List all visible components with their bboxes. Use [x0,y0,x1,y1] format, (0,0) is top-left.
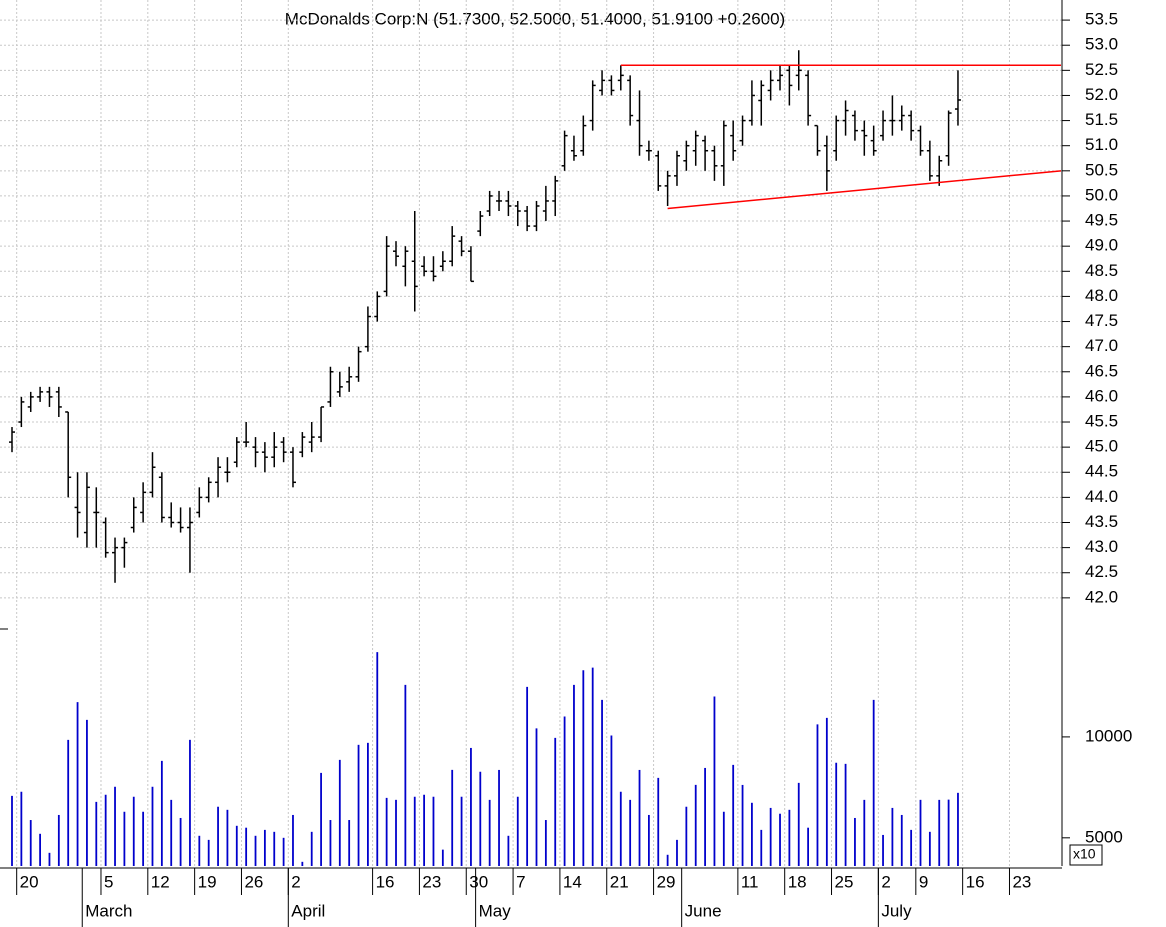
y-tick-label: 47.0 [1085,336,1118,355]
y2-tick-label: 10000 [1085,726,1132,745]
month-label: June [685,901,722,920]
x-tick-label: 2 [881,872,890,891]
y-tick-label: 42.0 [1085,587,1118,606]
y2-tick-label: 5000 [1085,827,1123,846]
y-tick-label: 44.5 [1085,462,1118,481]
y-tick-label: 53.0 [1085,35,1118,54]
x-tick-label: 5 [104,872,113,891]
x-tick-label: 20 [20,872,39,891]
x-tick-label: 23 [1012,872,1031,891]
y-tick-label: 50.5 [1085,160,1118,179]
unit-box [1069,844,1103,866]
y-tick-label: 52.0 [1085,85,1118,104]
x-tick-label: 16 [966,872,985,891]
x-tick-label: 21 [610,872,629,891]
month-label: March [85,901,132,920]
x-tick-label: 26 [244,872,263,891]
y-tick-label: 51.0 [1085,135,1118,154]
y-tick-label: 49.5 [1085,211,1118,230]
y-tick-label: 45.5 [1085,412,1118,431]
y-tick-label: 46.5 [1085,361,1118,380]
x-tick-label: 30 [469,872,488,891]
x-tick-label: 23 [422,872,441,891]
y-tick-label: 50.0 [1085,185,1118,204]
trend-line [667,170,1062,210]
y-tick-label: 53.5 [1085,10,1118,29]
x-tick-label: 2 [291,872,300,891]
x-tick-label: 9 [919,872,928,891]
y-tick-label: 52.5 [1085,60,1118,79]
x-tick-label: 12 [151,872,170,891]
y-tick-label: 43.0 [1085,537,1118,556]
y-tick-label: 47.5 [1085,311,1118,330]
y-tick-label: 42.5 [1085,562,1118,581]
month-label: May [479,901,512,920]
month-label: July [881,901,912,920]
x-tick-label: 19 [198,872,217,891]
y-tick-label: 51.5 [1085,110,1118,129]
x-tick-label: 29 [657,872,676,891]
chart-title: McDonalds Corp:N (51.7300, 52.5000, 51.4… [285,9,785,28]
y-tick-label: 44.0 [1085,487,1118,506]
y-tick-label: 48.5 [1085,261,1118,280]
x-tick-label: 14 [563,872,582,891]
unit-label: x10 [1073,846,1096,862]
y-tick-label: 46.0 [1085,386,1118,405]
month-label: April [291,901,325,920]
x-tick-label: 11 [741,872,759,891]
x-tick-label: 16 [376,872,395,891]
y-tick-label: 48.0 [1085,286,1118,305]
y-tick-label: 43.5 [1085,512,1118,531]
y-tick-label: 45.0 [1085,437,1118,456]
x-tick-label: 25 [835,872,854,891]
x-tick-label: 7 [516,872,525,891]
y-tick-label: 49.0 [1085,236,1118,255]
x-tick-label: 18 [788,872,807,891]
